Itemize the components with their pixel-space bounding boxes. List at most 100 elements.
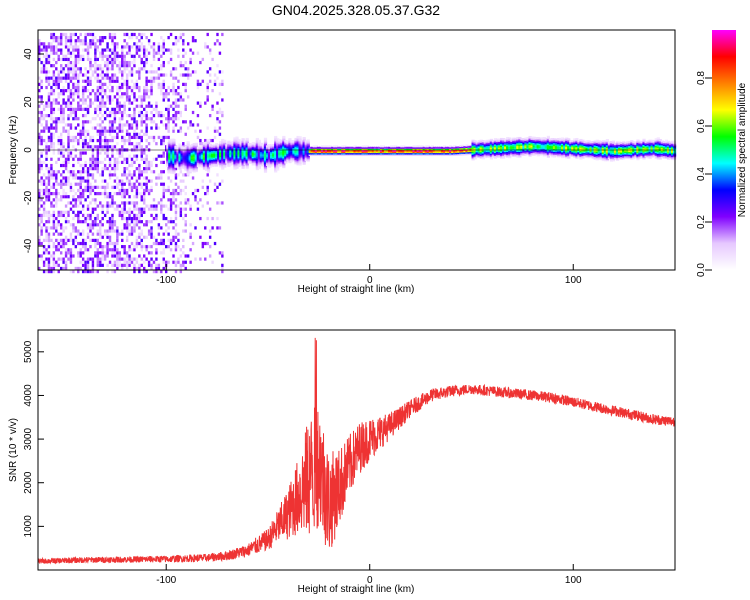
heatmap-cell xyxy=(135,132,139,136)
heatmap-cell xyxy=(84,42,87,46)
heatmap-cell xyxy=(231,161,235,164)
heatmap-cell xyxy=(125,60,129,65)
heatmap-cell xyxy=(471,152,475,155)
heatmap-cell xyxy=(40,129,43,133)
heatmap-cell xyxy=(45,198,48,202)
heatmap-cell xyxy=(276,151,280,154)
heatmap-cell xyxy=(168,146,172,149)
heatmap-cell xyxy=(473,154,477,157)
heatmap-cell xyxy=(520,149,524,152)
heatmap-cell xyxy=(116,248,119,252)
heatmap-cell xyxy=(355,148,359,151)
heatmap-cell xyxy=(465,147,469,150)
heatmap-cell xyxy=(253,163,257,166)
heatmap-cell xyxy=(272,148,276,151)
heatmap-cell xyxy=(471,144,475,147)
heatmap-cell xyxy=(69,151,73,155)
heatmap-cell xyxy=(125,173,129,177)
heatmap-cell xyxy=(52,223,56,227)
heatmap-cell xyxy=(179,201,183,205)
heatmap-cell xyxy=(94,126,97,130)
heatmap-cell xyxy=(74,198,78,202)
heatmap-cell xyxy=(202,163,207,166)
heatmap-cell xyxy=(502,143,506,146)
heatmap-cell xyxy=(55,216,58,221)
heatmap-cell xyxy=(40,154,43,158)
heatmap-cell xyxy=(267,161,272,164)
heatmap-cell xyxy=(202,154,207,157)
heatmap-cell xyxy=(72,107,75,111)
heatmap-cell xyxy=(103,36,107,40)
heatmap-cell xyxy=(270,161,274,164)
heatmap-cell xyxy=(449,148,453,151)
heatmap-cell xyxy=(103,73,107,77)
heatmap-cell xyxy=(103,117,107,121)
heatmap-cell xyxy=(565,143,569,146)
heatmap-cell xyxy=(164,117,168,121)
heatmap-cell xyxy=(349,146,353,149)
heatmap-cell xyxy=(91,232,95,236)
heatmap-cell xyxy=(160,182,163,186)
heatmap-cell xyxy=(208,79,212,83)
heatmap-cell xyxy=(477,156,481,159)
heatmap-cell xyxy=(99,204,102,208)
heatmap-cell xyxy=(101,138,104,143)
heatmap-cell xyxy=(96,57,100,62)
heatmap-cell xyxy=(138,73,141,77)
heatmap-cell xyxy=(64,32,68,37)
heatmap-cell xyxy=(270,152,274,155)
heatmap-cell xyxy=(440,152,445,155)
heatmap-cell xyxy=(123,32,126,37)
heatmap-cell xyxy=(182,162,186,165)
heatmap-cell xyxy=(143,85,146,90)
heatmap-cell xyxy=(296,143,300,146)
heatmap-cell xyxy=(489,156,494,159)
heatmap-cell xyxy=(106,107,109,111)
heatmap-cell xyxy=(47,257,51,261)
heatmap-cell xyxy=(556,146,561,149)
heatmap-cell xyxy=(125,79,129,83)
heatmap-cell xyxy=(322,151,327,154)
heatmap-cell xyxy=(145,145,148,149)
heatmap-cell xyxy=(414,149,418,152)
heatmap-cell xyxy=(89,238,92,242)
heatmap-cell xyxy=(518,144,522,147)
heatmap-cell xyxy=(251,150,255,153)
heatmap-cell xyxy=(471,156,475,159)
heatmap-cell xyxy=(47,188,51,193)
heatmap-cell xyxy=(170,154,174,157)
heatmap-cell xyxy=(77,107,80,111)
heatmap-cell xyxy=(276,142,280,145)
heatmap-cell xyxy=(103,64,107,68)
heatmap-cell xyxy=(514,150,518,153)
heatmap-cell xyxy=(430,152,434,155)
heatmap-cell xyxy=(508,144,512,147)
heatmap-cell xyxy=(145,167,148,171)
heatmap-cell xyxy=(91,138,95,143)
heatmap-cell xyxy=(133,229,136,233)
heatmap-cell xyxy=(84,39,87,43)
heatmap-cell xyxy=(155,163,158,168)
heatmap-cell xyxy=(59,36,63,40)
heatmap-cell xyxy=(282,156,286,159)
heatmap-cell xyxy=(481,150,485,153)
heatmap-cell xyxy=(177,245,180,249)
heatmap-cell xyxy=(320,151,325,154)
heatmap-cell xyxy=(253,156,257,159)
heatmap-cell xyxy=(150,220,153,224)
heatmap-cell xyxy=(461,147,465,150)
heatmap-cell xyxy=(552,152,557,155)
heatmap-cell xyxy=(263,140,268,143)
heatmap-cell xyxy=(169,220,173,224)
heatmap-cell xyxy=(89,223,92,227)
heatmap-cell xyxy=(424,154,428,157)
heatmap-cell xyxy=(453,152,457,155)
heatmap-cell xyxy=(81,245,85,249)
heatmap-cell xyxy=(221,110,224,115)
heatmap-cell xyxy=(343,152,347,155)
heatmap-cell xyxy=(233,143,237,146)
heatmap-cell xyxy=(116,104,119,108)
heatmap-cell xyxy=(296,144,300,147)
heatmap-cell xyxy=(210,156,215,159)
heatmap-cell xyxy=(231,158,235,161)
